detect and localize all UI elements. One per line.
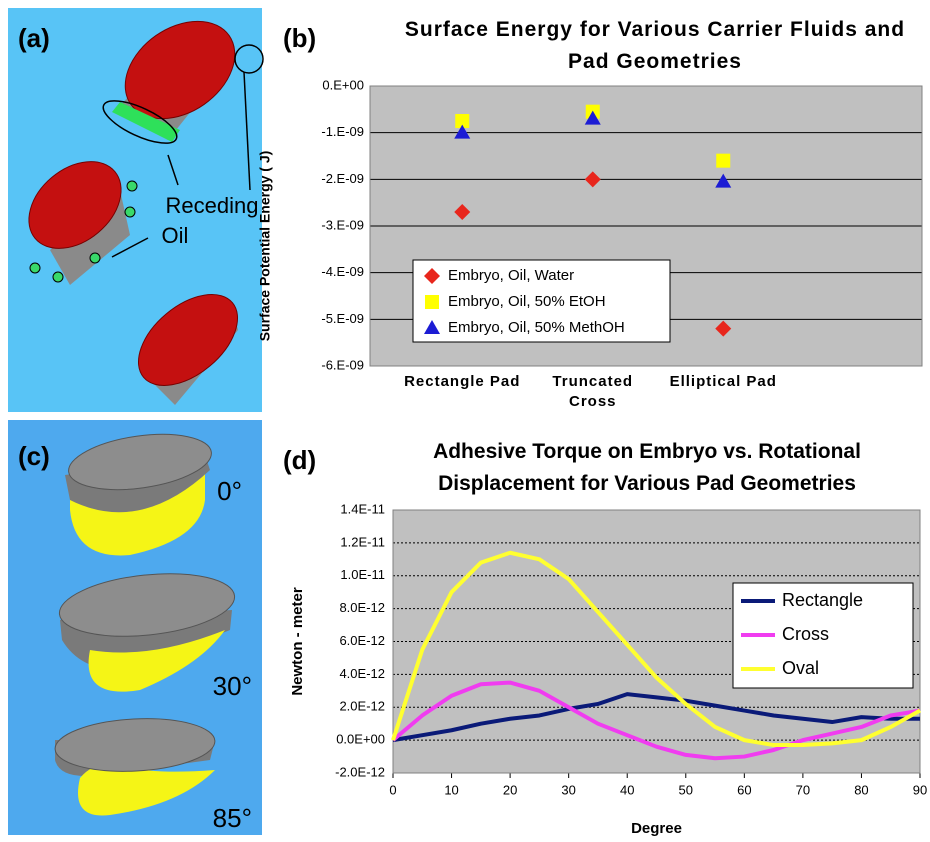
y-tick-label: -4.E-09 <box>321 264 364 279</box>
marker <box>454 124 471 139</box>
y-tick-label: -2.E-09 <box>321 171 364 186</box>
marker <box>584 110 601 125</box>
y-tick-label: -5.E-09 <box>321 311 364 326</box>
legend-box <box>412 259 671 343</box>
panel-a-drawing <box>28 20 264 405</box>
y-tick-label: 8.0E-12 <box>339 600 385 615</box>
legend-label: Embryo, Oil, 50% MethOH <box>448 319 625 336</box>
panel-label: (b) <box>283 23 316 53</box>
legend-label: Embryo, Oil, Water <box>448 267 574 284</box>
y-axis-label: Newton - meter <box>289 587 306 696</box>
plot-border <box>369 85 923 367</box>
x-tick-label: 50 <box>679 782 693 797</box>
panel-c-drawing <box>54 433 236 816</box>
y-tick-label: 1.4E-11 <box>340 501 385 516</box>
y-tick-label: 1.2E-11 <box>340 534 385 549</box>
y-tick-label: -3.E-09 <box>321 217 364 232</box>
x-tick-label: Rectangle Pad <box>404 373 521 390</box>
x-tick-label: 70 <box>796 782 810 797</box>
angle-label: 30° <box>213 671 252 701</box>
marker <box>715 173 732 188</box>
panel-label: (c) <box>18 441 50 471</box>
x-tick-label: 20 <box>503 782 517 797</box>
y-tick-label: -6.E-09 <box>321 357 364 372</box>
x-tick-label: 0 <box>389 782 396 797</box>
x-tick-label: 30 <box>561 782 575 797</box>
legend-label: Embryo, Oil, 50% EtOH <box>448 293 606 310</box>
series-line <box>391 550 921 748</box>
legend-marker <box>424 320 440 334</box>
x-tick-label: Elliptical Pad <box>669 373 777 390</box>
legend-marker <box>425 295 439 309</box>
annotation: Oil <box>162 223 189 248</box>
x-tick-label: 10 <box>444 782 458 797</box>
y-axis-label: Surface Potential Energy ( J) <box>257 151 273 342</box>
y-tick-label: 6.0E-12 <box>339 633 385 648</box>
y-tick-label: 2.0E-12 <box>339 699 385 714</box>
y-tick-label: -1.E-09 <box>321 124 364 139</box>
marker <box>454 204 471 220</box>
marker <box>716 153 731 168</box>
chart-title: Adhesive Torque on Embryo vs. Rotational… <box>433 440 861 495</box>
x-tick-label: 40 <box>620 782 634 797</box>
panel-label: (a) <box>18 23 50 53</box>
angle-label: 85° <box>213 803 252 833</box>
x-axis-label: Degree <box>631 820 682 837</box>
y-tick-label: 1.0E-11 <box>340 567 385 582</box>
chart-title: Surface Energy for Various Carrier Fluid… <box>404 18 906 73</box>
y-tick-label: -2.0E-12 <box>335 764 385 779</box>
series-line <box>392 692 920 743</box>
angle-label: 0° <box>217 476 242 506</box>
y-tick-label: 0.0E+00 <box>336 732 385 747</box>
y-tick-label: 4.0E-12 <box>339 666 385 681</box>
x-tick-label: 90 <box>913 782 927 797</box>
plot-border <box>392 509 921 774</box>
series-line <box>391 680 921 761</box>
marker <box>584 171 601 188</box>
legend-label: Rectangle <box>782 590 863 610</box>
annotation: Receding <box>166 193 259 218</box>
x-tick-label: 80 <box>854 782 868 797</box>
x-tick-label: Truncated Cross <box>552 373 634 410</box>
legend-label: Cross <box>782 624 829 644</box>
panel-label: (d) <box>283 445 316 475</box>
y-tick-label: 0.E+00 <box>322 77 364 92</box>
legend-marker <box>424 268 440 284</box>
x-tick-label: 60 <box>737 782 751 797</box>
marker <box>455 114 470 128</box>
legend-label: Oval <box>782 658 819 678</box>
marker <box>715 320 732 337</box>
